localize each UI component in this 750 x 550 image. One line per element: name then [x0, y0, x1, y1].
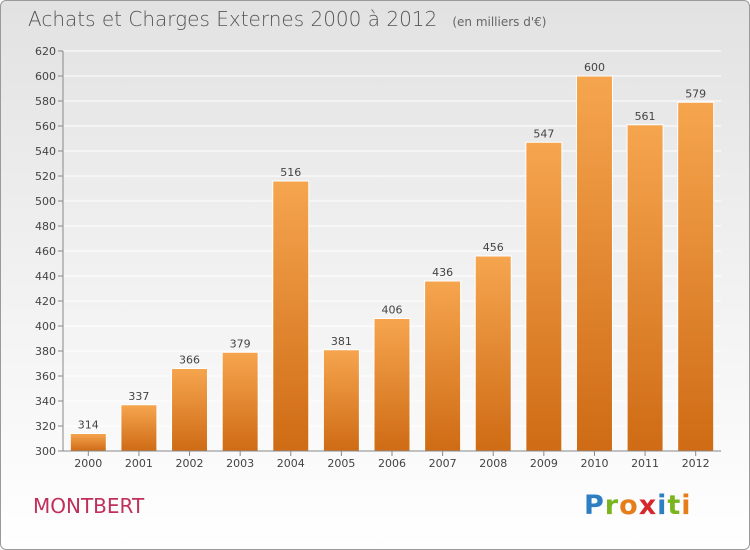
- x-tick-label: 2000: [74, 457, 102, 470]
- x-tick-label: 2007: [429, 457, 457, 470]
- bar-2011: [626, 124, 664, 452]
- x-tick-label: 2002: [176, 457, 204, 470]
- y-tick-label: 340: [35, 395, 56, 408]
- bar-2003: [221, 351, 259, 452]
- logo-letter: o: [619, 490, 639, 521]
- bar-2006: [373, 318, 411, 452]
- logo-letter: P: [584, 490, 605, 521]
- x-tick-label: 2003: [226, 457, 254, 470]
- logo-letter: r: [604, 490, 620, 521]
- data-label-2003: 379: [230, 337, 251, 350]
- y-tick-label: 400: [35, 320, 56, 333]
- data-label-2004: 516: [280, 166, 301, 179]
- x-tick-label: 2012: [682, 457, 710, 470]
- y-tick-label: 520: [35, 170, 56, 183]
- x-tick-label: 2008: [479, 457, 507, 470]
- commune-name: MONTBERT: [33, 494, 145, 518]
- bar-2005: [322, 349, 360, 452]
- bar-2004: [272, 180, 310, 452]
- x-tick-label: 2006: [378, 457, 406, 470]
- logo-letter: i: [681, 490, 692, 521]
- y-tick-label: 500: [35, 195, 56, 208]
- y-tick-label: 360: [35, 370, 56, 383]
- y-tick-label: 580: [35, 95, 56, 108]
- logo-letter: i: [657, 490, 668, 521]
- data-label-2011: 561: [635, 110, 656, 123]
- y-tick-label: 600: [35, 70, 56, 83]
- data-label-2012: 579: [685, 87, 706, 100]
- x-tick-label: 2004: [277, 457, 305, 470]
- x-tick-label: 2009: [530, 457, 558, 470]
- bar-2001: [120, 404, 158, 452]
- y-tick-label: 480: [35, 220, 56, 233]
- bars: [69, 75, 715, 452]
- x-axis: 2000 2001 2002 2003 2004 2005 2006 2007 2008 2009…: [63, 450, 721, 470]
- data-label-2010: 600: [584, 61, 605, 74]
- data-label-2001: 337: [128, 390, 149, 403]
- data-labels: 314 337 366 379 516 381 406 436 456 547 600 561 579: [78, 61, 706, 432]
- bar-2002: [171, 368, 209, 452]
- data-label-2009: 547: [533, 127, 554, 140]
- y-tick-label: 460: [35, 245, 56, 258]
- y-tick-label: 300: [35, 445, 56, 458]
- bar-2009: [525, 141, 563, 452]
- y-tick-label: 440: [35, 270, 56, 283]
- x-tick-label: 2010: [580, 457, 608, 470]
- x-tick-label: 2011: [631, 457, 659, 470]
- y-tick-label: 380: [35, 345, 56, 358]
- bar-2012: [677, 101, 715, 452]
- proxiti-logo: Proxiti: [584, 490, 692, 521]
- x-tick-label: 2005: [327, 457, 355, 470]
- logo-letter: x: [638, 490, 658, 521]
- y-tick-label: 420: [35, 295, 56, 308]
- x-tick-label: 2001: [125, 457, 153, 470]
- title-row: Achats et Charges Externes 2000 à 2012 (…: [28, 7, 546, 31]
- bar-2007: [424, 280, 462, 452]
- bar-2010: [575, 75, 613, 452]
- logo-letter: t: [667, 490, 682, 521]
- bar-2000: [69, 433, 107, 452]
- chart-subtitle: (en milliers d'€): [452, 15, 547, 29]
- bar-2008: [474, 255, 512, 452]
- chart-title: Achats et Charges Externes 2000 à 2012: [28, 7, 438, 31]
- data-label-2008: 456: [483, 241, 504, 254]
- y-axis: 300 320 340 360 380 400 420 440 460 480 500 520 540 5…: [35, 45, 64, 458]
- data-label-2006: 406: [382, 304, 403, 317]
- data-label-2002: 366: [179, 354, 200, 367]
- y-tick-label: 540: [35, 145, 56, 158]
- y-tick-label: 620: [35, 45, 56, 58]
- data-label-2007: 436: [432, 266, 453, 279]
- data-label-2000: 314: [78, 419, 99, 432]
- data-label-2005: 381: [331, 335, 352, 348]
- y-tick-label: 560: [35, 120, 56, 133]
- y-tick-label: 320: [35, 420, 56, 433]
